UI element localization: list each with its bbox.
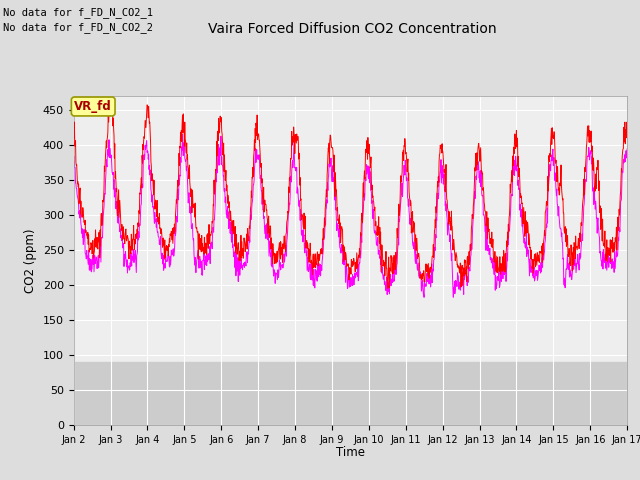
- Text: VR_fd: VR_fd: [74, 100, 112, 113]
- X-axis label: Time: Time: [336, 446, 365, 459]
- Text: No data for f_FD_N_CO2_2: No data for f_FD_N_CO2_2: [3, 22, 153, 33]
- Text: No data for f_FD_N_CO2_1: No data for f_FD_N_CO2_1: [3, 7, 153, 18]
- Bar: [74, 362, 627, 425]
- Y-axis label: CO2 (ppm): CO2 (ppm): [24, 228, 37, 293]
- Text: Vaira Forced Diffusion CO2 Concentration: Vaira Forced Diffusion CO2 Concentration: [208, 22, 496, 36]
